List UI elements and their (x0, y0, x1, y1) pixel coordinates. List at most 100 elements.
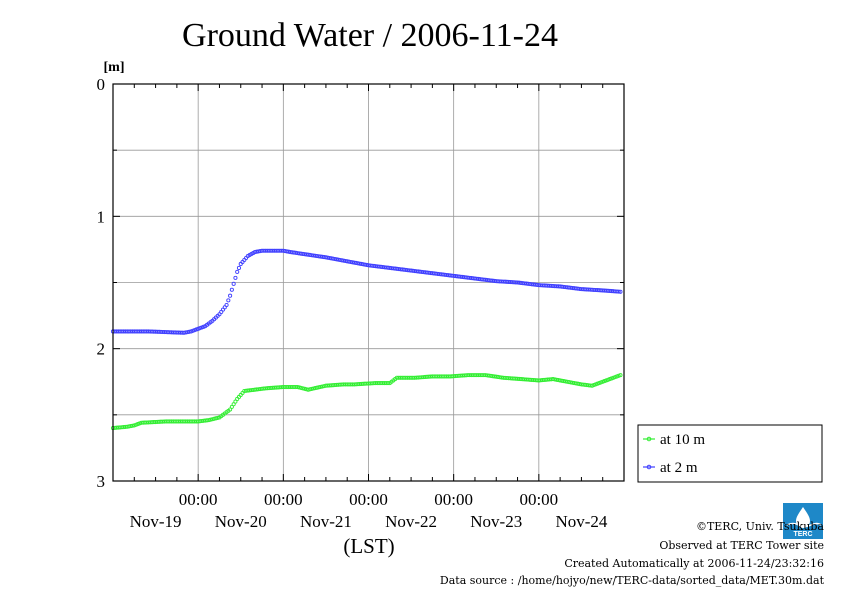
data-point (357, 261, 362, 266)
data-point (187, 329, 192, 334)
data-point (327, 255, 332, 261)
y-tick-label: 1 (97, 207, 106, 226)
series-layer (110, 248, 623, 431)
data-point (568, 380, 573, 385)
data-point (323, 255, 328, 260)
y-tick-label: 0 (97, 75, 106, 94)
x-date-label: Nov-19 (130, 512, 182, 531)
x-date-label: Nov-23 (470, 512, 522, 531)
data-point (565, 379, 570, 384)
data-point (256, 249, 261, 254)
data-point (563, 379, 568, 384)
data-point (206, 418, 211, 423)
data-point (212, 416, 217, 421)
terc-logo: TERC (783, 503, 823, 539)
data-point (235, 269, 240, 274)
data-point (334, 257, 339, 262)
created-text: Created Automatically at 2006-11-24/23:3… (564, 557, 824, 570)
data-point (550, 377, 556, 382)
data-point (228, 407, 233, 412)
x-time-label: 00:00 (264, 490, 303, 509)
data-point (181, 330, 187, 335)
data-point (210, 417, 215, 422)
data-point (341, 258, 346, 263)
data-point (570, 380, 575, 385)
y-tick-label: 2 (97, 340, 106, 359)
data-point (346, 259, 352, 264)
data-point (329, 256, 334, 261)
x-time-label: 00:00 (434, 490, 473, 509)
x-date-label: Nov-21 (300, 512, 352, 531)
data-point (352, 260, 357, 265)
data-point (311, 386, 316, 391)
data-point (313, 386, 318, 391)
data-point (572, 381, 577, 386)
data-point (314, 385, 320, 390)
y-axis: 0 1 2 3 (97, 75, 624, 491)
data-point (616, 289, 621, 294)
data-point (359, 261, 364, 267)
data-point (208, 417, 213, 422)
water-drop-icon (796, 507, 810, 528)
data-point (336, 257, 341, 262)
data-point (295, 384, 300, 390)
data-point (252, 250, 257, 255)
data-point (226, 298, 231, 303)
data-point (213, 416, 218, 421)
data-point (558, 378, 563, 383)
data-point (229, 287, 234, 292)
data-point (183, 330, 188, 335)
data-point (307, 387, 312, 392)
data-point (297, 385, 302, 390)
data-point (354, 260, 359, 266)
x-date-label: Nov-20 (215, 512, 267, 531)
data-point (566, 380, 572, 385)
data-point (362, 262, 368, 267)
series-2 (110, 248, 623, 335)
data-point (228, 293, 233, 298)
data-point (318, 384, 323, 389)
data-point (316, 385, 321, 390)
data-point (229, 404, 234, 409)
legend-box (637, 424, 823, 483)
y-unit-label: [m] (104, 60, 125, 75)
observed-text: Observed at TERC Tower site (659, 539, 824, 552)
x-time-label: 00:00 (179, 490, 218, 509)
data-point (233, 275, 238, 280)
copyright-text: ©TERC, Univ. Tsukuba (695, 520, 824, 533)
legend-marker (646, 464, 652, 470)
data-point (552, 377, 557, 382)
data-point (300, 386, 305, 391)
x-time-label: 00:00 (519, 490, 558, 509)
data-point (306, 387, 311, 392)
y-tick-label: 3 (97, 472, 106, 491)
data-point (355, 261, 360, 266)
data-point (233, 399, 238, 404)
data-point (231, 402, 236, 407)
data-point (254, 249, 259, 254)
data-point (343, 258, 348, 264)
source-text: Data source : /home/hojyo/new/TERC-data/… (439, 574, 824, 587)
data-point (231, 281, 236, 286)
x-time-label: 00:00 (349, 490, 388, 509)
data-point (348, 259, 353, 265)
data-point (224, 302, 229, 308)
data-point (236, 265, 242, 270)
data-point (556, 378, 561, 383)
x-axis-label: (LST) (343, 534, 394, 558)
data-point (215, 415, 220, 420)
data-point (185, 330, 190, 335)
data-point (350, 260, 355, 265)
data-point (299, 385, 304, 390)
data-point (361, 262, 366, 267)
legend-label: at 10 m (660, 432, 705, 448)
legend-label: at 2 m (660, 460, 698, 476)
data-point (125, 424, 130, 429)
data-point (339, 258, 344, 263)
data-point (128, 424, 133, 429)
data-point (618, 373, 623, 378)
series-1 (110, 373, 623, 431)
data-point (309, 386, 314, 391)
wave-icon (786, 522, 822, 528)
